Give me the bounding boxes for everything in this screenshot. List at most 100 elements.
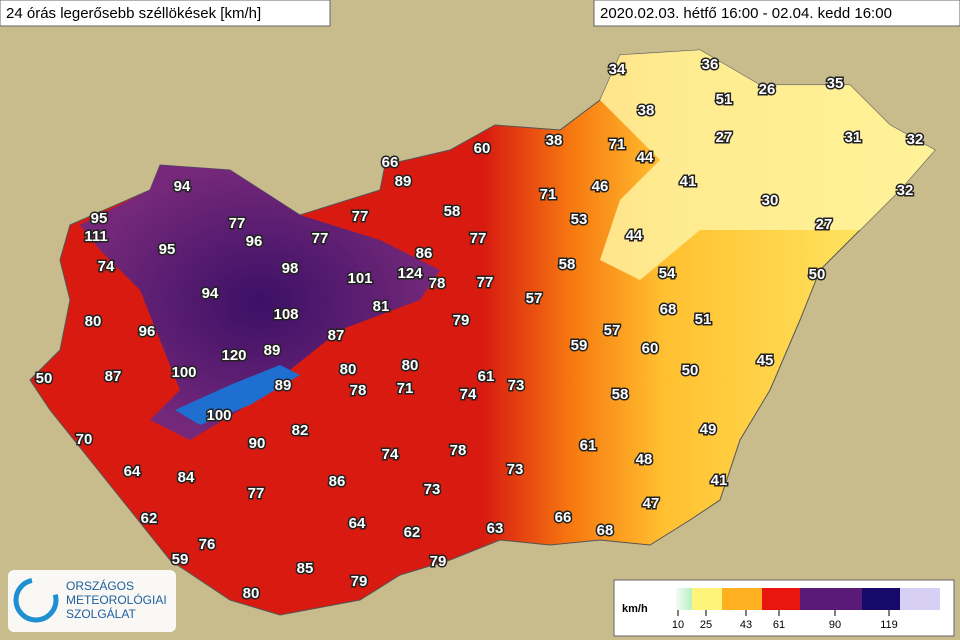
station-value: 54: [659, 265, 676, 282]
station-value: 71: [397, 380, 414, 397]
station-value: 31: [845, 129, 862, 146]
station-value: 100: [171, 364, 196, 381]
station-value: 96: [139, 323, 156, 340]
logo-text: ORSZÁGOS: [66, 578, 134, 593]
station-value: 124: [397, 265, 423, 282]
station-value: 66: [382, 154, 399, 171]
station-value: 68: [597, 522, 614, 539]
station-value: 77: [470, 230, 487, 247]
station-value: 60: [642, 340, 659, 357]
legend-tick-label: 10: [672, 619, 684, 631]
station-value: 79: [453, 312, 470, 329]
station-value: 79: [430, 553, 447, 570]
station-value: 85: [297, 560, 314, 577]
station-value: 77: [477, 274, 494, 291]
station-value: 111: [84, 228, 107, 245]
station-value: 80: [85, 313, 102, 330]
station-value: 95: [159, 241, 176, 258]
station-value: 73: [424, 481, 441, 498]
station-value: 66: [555, 509, 572, 526]
station-value: 50: [36, 370, 53, 387]
station-value: 89: [395, 173, 412, 190]
station-value: 38: [638, 102, 655, 119]
station-value: 32: [907, 131, 924, 148]
station-value: 108: [273, 306, 298, 323]
station-value: 77: [229, 215, 246, 232]
legend-tick-label: 25: [700, 619, 712, 631]
station-value: 64: [124, 463, 141, 480]
legend-swatch: [692, 588, 722, 610]
station-value: 78: [450, 442, 467, 459]
station-value: 74: [460, 386, 477, 403]
station-value: 80: [402, 357, 419, 374]
legend-swatch: [722, 588, 762, 610]
station-value: 86: [329, 473, 346, 490]
legend-tick-label: 43: [740, 619, 752, 631]
station-value: 61: [580, 437, 597, 454]
station-value: 35: [827, 75, 844, 92]
station-value: 96: [246, 233, 263, 250]
legend-swatch: [800, 588, 862, 610]
title: 24 órás legerősebb széllökések [km/h]: [6, 5, 261, 22]
legend-tick-label: 90: [829, 619, 841, 631]
station-value: 38: [546, 132, 563, 149]
station-value: 51: [695, 311, 712, 328]
station-value: 71: [540, 186, 557, 203]
station-value: 32: [897, 182, 914, 199]
station-value: 71: [609, 136, 626, 153]
station-value: 87: [328, 327, 345, 344]
station-value: 101: [347, 270, 372, 287]
legend-swatch: [762, 588, 800, 610]
station-value: 62: [404, 524, 421, 541]
station-value: 76: [199, 536, 216, 553]
station-value: 81: [373, 298, 390, 315]
station-value: 78: [429, 275, 446, 292]
station-value: 45: [757, 352, 774, 369]
station-value: 41: [711, 472, 728, 489]
station-value: 44: [626, 227, 643, 244]
logo-text: SZOLGÁLAT: [66, 606, 136, 621]
legend-unit: km/h: [622, 603, 648, 615]
legend-swatch: [900, 588, 940, 610]
station-value: 80: [243, 585, 260, 602]
station-value: 79: [351, 573, 368, 590]
station-value: 36: [702, 56, 719, 73]
station-value: 70: [76, 431, 93, 448]
station-value: 58: [559, 256, 576, 273]
low-wind-zone: [600, 50, 935, 280]
station-value: 44: [637, 149, 654, 166]
station-value: 74: [382, 446, 399, 463]
station-value: 90: [249, 435, 266, 452]
station-value: 98: [282, 260, 299, 277]
station-value: 95: [91, 210, 108, 227]
station-value: 80: [340, 361, 357, 378]
station-value: 86: [416, 245, 433, 262]
station-value: 73: [508, 377, 525, 394]
station-value: 89: [275, 377, 292, 394]
station-value: 78: [350, 382, 367, 399]
station-value: 48: [636, 451, 653, 468]
legend-tick-label: 61: [773, 619, 785, 631]
station-value: 53: [571, 211, 588, 228]
station-value: 94: [174, 178, 191, 195]
station-value: 51: [716, 91, 733, 108]
station-value: 50: [682, 362, 699, 379]
station-value: 68: [660, 301, 677, 318]
station-value: 73: [507, 461, 524, 478]
station-value: 87: [105, 368, 122, 385]
station-value: 59: [571, 337, 588, 354]
logo-icon: [13, 577, 59, 623]
station-value: 57: [526, 290, 543, 307]
station-value: 60: [474, 140, 491, 157]
station-value: 41: [680, 173, 697, 190]
lake: [175, 365, 300, 425]
station-value: 64: [349, 515, 366, 532]
station-value: 63: [487, 520, 504, 537]
station-value: 27: [716, 129, 733, 146]
station-value: 58: [444, 203, 461, 220]
station-value: 47: [643, 495, 660, 512]
station-value: 26: [759, 81, 776, 98]
station-value: 100: [206, 407, 231, 424]
logo-text: METEOROLÓGIAI: [66, 592, 167, 607]
